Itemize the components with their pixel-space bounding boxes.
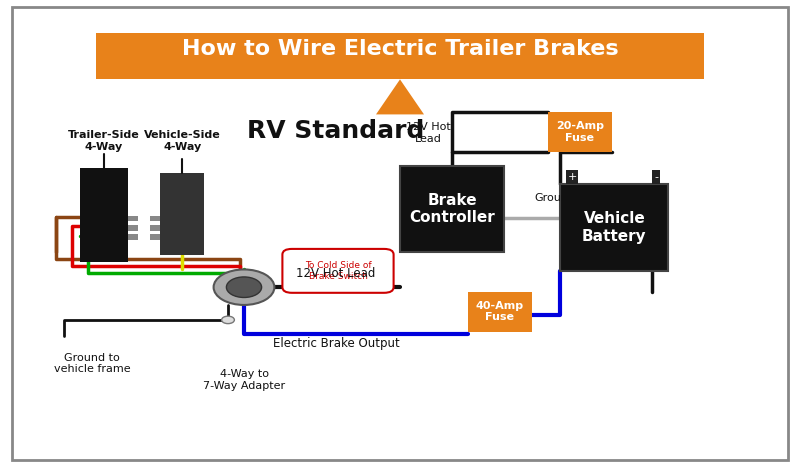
Polygon shape (376, 79, 424, 114)
FancyBboxPatch shape (282, 249, 394, 293)
Text: 12V Hot Lead: 12V Hot Lead (296, 267, 376, 280)
Text: Vehicle-Side
4-Way: Vehicle-Side 4-Way (144, 130, 221, 152)
Circle shape (226, 277, 262, 297)
Text: 40-Amp
Fuse: 40-Amp Fuse (476, 301, 524, 322)
FancyBboxPatch shape (128, 234, 138, 240)
Text: Ground: Ground (534, 193, 575, 204)
FancyBboxPatch shape (150, 216, 160, 221)
FancyBboxPatch shape (128, 216, 138, 221)
FancyBboxPatch shape (468, 292, 532, 332)
Text: 4-Way to
7-Way Adapter: 4-Way to 7-Way Adapter (203, 369, 285, 390)
Text: +: + (567, 172, 577, 182)
FancyBboxPatch shape (150, 225, 160, 231)
Text: 12V Hot
Lead: 12V Hot Lead (406, 122, 450, 144)
FancyBboxPatch shape (160, 173, 204, 255)
FancyBboxPatch shape (12, 7, 788, 460)
Text: Brake
Controller: Brake Controller (409, 193, 495, 226)
FancyBboxPatch shape (96, 33, 704, 79)
Circle shape (214, 269, 274, 305)
Text: To Cold Side of
Brake Switch: To Cold Side of Brake Switch (305, 261, 372, 281)
Text: Trailer-Side
4-Way: Trailer-Side 4-Way (68, 130, 140, 152)
Text: 20-Amp
Fuse: 20-Amp Fuse (556, 121, 604, 143)
Text: -: - (654, 172, 658, 182)
Text: How to Wire Electric Trailer Brakes: How to Wire Electric Trailer Brakes (182, 39, 618, 59)
Text: RV Standard: RV Standard (247, 119, 425, 143)
FancyBboxPatch shape (400, 166, 504, 252)
FancyBboxPatch shape (80, 168, 128, 262)
FancyBboxPatch shape (128, 225, 138, 231)
FancyBboxPatch shape (150, 234, 160, 240)
FancyBboxPatch shape (548, 112, 612, 152)
Text: Vehicle
Battery: Vehicle Battery (582, 211, 646, 244)
Text: Ground to
vehicle frame: Ground to vehicle frame (54, 353, 130, 374)
Circle shape (222, 316, 234, 324)
Text: Electric Brake Output: Electric Brake Output (273, 337, 399, 350)
FancyBboxPatch shape (560, 184, 668, 271)
